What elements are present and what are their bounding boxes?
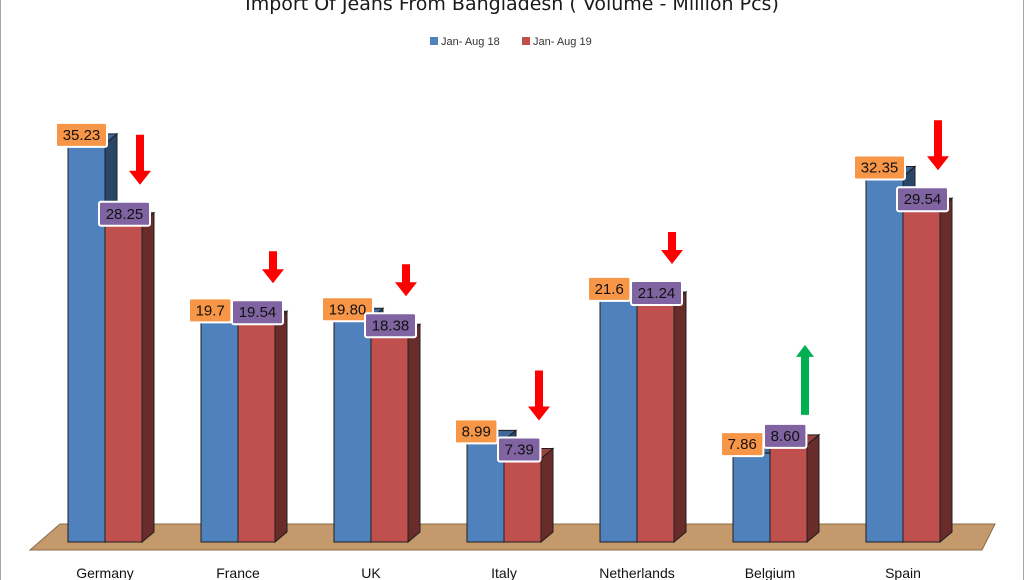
data-label-text: 21.24 (638, 285, 676, 302)
data-label-series-1: 32.35 (853, 154, 906, 181)
category-group-germany: 35.23 28.25 Germany (55, 121, 156, 580)
data-label-series-1: 35.23 (55, 121, 108, 148)
bar-side-face (939, 197, 953, 544)
trend-down-arrow-icon (528, 370, 550, 421)
data-label-series-2: 28.25 (98, 200, 151, 227)
category-group-spain: 32.35 29.54 Spain (853, 120, 954, 580)
data-label-text: 35.23 (63, 127, 101, 144)
data-label-box (454, 418, 499, 445)
data-label-text: 8.60 (771, 428, 800, 445)
bar-front-face (200, 318, 239, 543)
bar-front-face (902, 207, 941, 543)
data-label-text: 18.38 (372, 317, 410, 334)
data-label-text: 28.25 (106, 206, 144, 223)
bar-series-2 (768, 433, 821, 544)
data-label-series-1: 8.99 (454, 418, 499, 445)
trend-down-arrow-icon (262, 251, 284, 284)
bar-series-2 (369, 323, 422, 544)
data-label-box (231, 299, 284, 326)
data-label-series-2: 21.24 (630, 279, 683, 306)
data-label-box (896, 186, 949, 213)
data-label-text: 8.99 (462, 423, 491, 440)
category-group-netherlands: 21.6 21.24 Netherlands (587, 231, 688, 580)
legend-swatch-series-1 (430, 37, 438, 45)
bar-side-face (806, 433, 820, 544)
data-label-box (321, 296, 374, 323)
category-group-uk: 19.80 18.38 UK (321, 264, 422, 580)
bar-series-2 (635, 290, 688, 544)
legend-swatch-series-2 (522, 37, 530, 45)
bar-side-face (540, 447, 554, 544)
bar-front-face (370, 333, 409, 543)
bar-front-face (237, 320, 276, 543)
category-group-france: 19.7 19.54 France (188, 251, 289, 580)
trend-up-arrow-icon (796, 344, 814, 415)
data-label-box (763, 422, 808, 449)
bar-series-2 (901, 197, 954, 544)
category-group-belgium: 7.86 8.60 Belgium (720, 344, 821, 580)
legend: Jan- Aug 18 Jan- Aug 19 (430, 36, 592, 48)
data-label-text: 19.7 (196, 302, 225, 319)
bar-side-face (141, 211, 155, 544)
data-label-box (630, 279, 683, 306)
chart-title: Import Of Jeans From Bangladesh ( Volume… (245, 0, 779, 15)
legend-label-series-1: Jan- Aug 18 (441, 36, 500, 48)
legend-label-series-2: Jan- Aug 19 (533, 36, 592, 48)
bar-series-2 (502, 447, 555, 544)
data-label-text: 19.80 (329, 301, 367, 318)
data-label-text: 32.35 (861, 159, 899, 176)
data-label-text: 21.6 (595, 281, 624, 298)
trend-down-arrow-icon (927, 120, 949, 171)
trend-down-arrow-icon (661, 231, 683, 264)
data-label-text: 7.39 (505, 441, 534, 458)
plot-area: 35.23 28.25 Germany 19.7 19.54 France 19.80 18.… (28, 120, 996, 580)
data-label-series-1: 7.86 (720, 431, 765, 458)
data-label-box (98, 200, 151, 227)
category-label: France (216, 565, 260, 580)
data-label-series-2: 29.54 (896, 186, 949, 213)
data-label-series-1: 21.6 (587, 275, 632, 302)
category-label: UK (361, 565, 381, 580)
data-label-series-2: 19.54 (231, 299, 284, 326)
bar-front-face (865, 175, 904, 543)
data-label-series-1: 19.80 (321, 296, 374, 323)
trend-down-arrow-icon (395, 264, 417, 297)
category-label: Belgium (745, 565, 796, 580)
data-label-text: 7.86 (728, 436, 757, 453)
bar-series-2 (103, 211, 156, 544)
data-label-box (497, 436, 542, 463)
bar-front-face (732, 452, 771, 543)
data-label-series-2: 18.38 (364, 312, 417, 339)
data-label-series-2: 7.39 (497, 436, 542, 463)
bar-front-face (104, 222, 143, 543)
data-label-text: 29.54 (904, 191, 942, 208)
data-label-text: 19.54 (239, 304, 277, 321)
bar-side-face (407, 323, 421, 544)
bar-front-face (599, 297, 638, 543)
data-label-box (853, 154, 906, 181)
bar-series-2 (236, 310, 289, 544)
data-label-series-1: 19.7 (188, 297, 233, 324)
bar-side-face (274, 310, 288, 544)
category-label: Netherlands (599, 565, 675, 580)
bar-front-face (636, 301, 675, 543)
category-label: Germany (76, 565, 134, 580)
category-group-italy: 8.99 7.39 Italy (454, 370, 555, 580)
bar-side-face (673, 290, 687, 544)
category-label: Spain (885, 565, 921, 580)
data-label-series-2: 8.60 (763, 422, 808, 449)
category-label: Italy (491, 565, 517, 580)
bar-front-face (503, 457, 542, 543)
data-label-box (55, 121, 108, 148)
trend-down-arrow-icon (129, 134, 151, 185)
data-label-box (364, 312, 417, 339)
bar-front-face (769, 444, 808, 543)
bar-front-face (333, 317, 372, 543)
